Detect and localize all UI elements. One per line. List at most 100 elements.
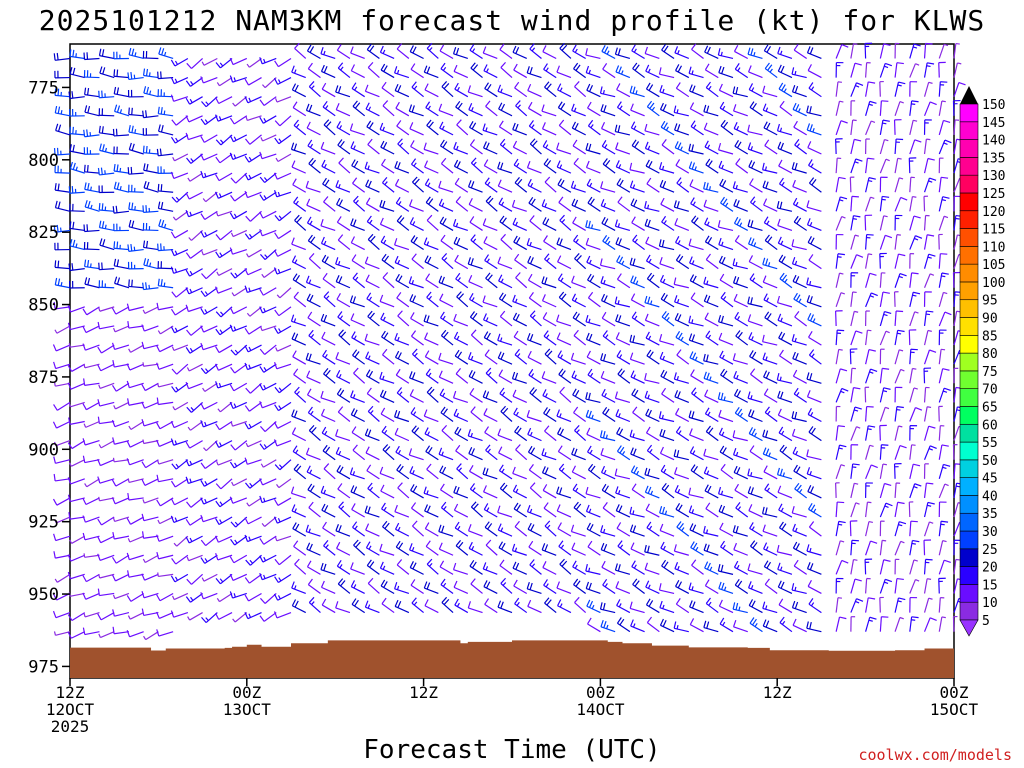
wind-barb-staff xyxy=(263,96,277,106)
wind-barb-staff xyxy=(644,396,660,403)
wind-barb-flag xyxy=(310,159,317,166)
wind-barb xyxy=(455,368,469,384)
wind-barb-flag xyxy=(722,198,728,205)
wind-barb-flag xyxy=(84,200,88,208)
wind-barb-staff xyxy=(249,57,262,68)
wind-barb-staff xyxy=(158,363,174,370)
wind-barb-staff xyxy=(703,455,719,461)
wind-barb-staff xyxy=(412,353,425,365)
wind-barb xyxy=(439,465,454,480)
wind-barb-flag xyxy=(629,429,633,437)
wind-barb-flag xyxy=(646,616,653,624)
wind-barb-flag xyxy=(511,371,516,379)
wind-barb-staff xyxy=(674,473,689,480)
wind-barb-half-flag xyxy=(260,326,263,331)
wind-barb-flag xyxy=(659,600,663,608)
wind-barb xyxy=(290,314,306,327)
wind-barb xyxy=(411,597,424,614)
wind-barb-flag xyxy=(529,67,533,75)
wind-barb-flag xyxy=(706,46,711,54)
wind-barb-half-flag xyxy=(442,582,447,587)
wind-barb-half-flag xyxy=(68,462,72,467)
wind-barb-staff xyxy=(705,431,719,442)
wind-barb xyxy=(156,344,174,353)
wind-barb-half-flag xyxy=(602,89,605,95)
wind-barb-flag xyxy=(634,580,640,587)
wind-barb xyxy=(127,321,144,329)
wind-barb-staff xyxy=(248,497,262,507)
wind-barb-flag xyxy=(350,390,354,398)
wind-barb xyxy=(379,122,395,136)
wind-barb-flag xyxy=(468,369,473,377)
wind-barb-flag xyxy=(259,401,263,408)
wind-barb xyxy=(467,257,483,270)
wind-barb-flag xyxy=(127,570,130,578)
wind-barb xyxy=(426,291,439,308)
wind-barb-half-flag xyxy=(190,158,194,162)
wind-barb-staff xyxy=(366,49,380,59)
wind-barb xyxy=(482,467,498,480)
wind-barb-flag xyxy=(384,446,391,453)
wind-barb xyxy=(557,599,572,614)
wind-barb xyxy=(291,332,306,346)
wind-barb-staff xyxy=(394,339,410,346)
wind-barb-flag xyxy=(244,534,249,542)
wind-barb xyxy=(320,562,336,575)
wind-barb-flag xyxy=(424,332,429,340)
wind-barb-flag xyxy=(368,370,374,378)
wind-barb-half-flag xyxy=(368,106,372,111)
wind-barb-flag xyxy=(543,63,548,70)
wind-barb-flag xyxy=(290,314,295,322)
wind-barb-flag xyxy=(160,125,164,133)
wind-barb-staff xyxy=(55,631,71,636)
wind-barb xyxy=(661,387,675,403)
wind-barb-flag xyxy=(648,84,654,91)
wind-barb-half-flag xyxy=(574,564,578,569)
wind-barb xyxy=(83,242,100,251)
wind-barb-flag xyxy=(245,559,251,566)
wind-barb-half-flag xyxy=(647,68,651,73)
wind-barb-staff xyxy=(129,149,144,155)
wind-barb xyxy=(69,161,85,174)
wind-barb-half-flag xyxy=(676,109,679,114)
wind-barb xyxy=(156,420,174,430)
wind-barb-half-flag xyxy=(532,314,536,319)
wind-barb-staff xyxy=(99,592,115,597)
wind-barb-staff xyxy=(453,397,468,403)
wind-barb-staff xyxy=(500,582,513,594)
wind-barb-half-flag xyxy=(502,142,506,147)
wind-barb-flag xyxy=(215,500,221,508)
wind-barb-flag xyxy=(185,252,191,259)
wind-barb-half-flag xyxy=(367,604,371,609)
wind-barb-half-flag xyxy=(263,58,266,63)
wind-barb-staff xyxy=(498,280,513,289)
wind-barb-flag xyxy=(273,421,279,429)
wind-barb-staff xyxy=(114,497,130,505)
wind-barb xyxy=(200,401,218,410)
wind-barb xyxy=(200,420,218,428)
wind-barb xyxy=(412,520,425,537)
wind-barb xyxy=(350,485,365,499)
wind-barb xyxy=(704,484,719,499)
wind-barb-staff xyxy=(395,202,410,212)
wind-barb xyxy=(170,497,189,506)
wind-barb-flag xyxy=(546,160,552,167)
wind-barb-flag xyxy=(86,129,89,137)
wind-barb-flag xyxy=(645,426,651,434)
wind-barb-staff xyxy=(294,563,307,575)
wind-barb xyxy=(395,368,410,384)
wind-barb xyxy=(394,427,410,442)
wind-barb xyxy=(274,134,292,145)
wind-barb-staff xyxy=(718,54,734,60)
wind-barb-staff xyxy=(144,306,159,314)
wind-barb-flag xyxy=(720,196,725,204)
wind-barb-staff xyxy=(674,455,689,461)
wind-barb-half-flag xyxy=(134,206,136,211)
wind-barb-half-flag xyxy=(486,507,490,512)
wind-barb-flag xyxy=(274,361,278,370)
wind-barb-half-flag xyxy=(367,165,370,170)
wind-barb-half-flag xyxy=(693,391,697,396)
wind-barb xyxy=(229,496,248,504)
wind-barb xyxy=(674,218,690,231)
wind-barb-flag xyxy=(143,163,146,171)
